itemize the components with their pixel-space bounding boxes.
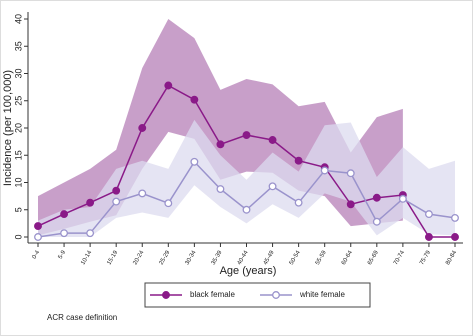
x-axis-title: Age (years) [220,265,277,277]
point [60,210,69,219]
point [86,229,95,238]
point [190,95,199,104]
point [34,233,42,241]
point [294,156,303,165]
note: ACR case definition [47,313,117,322]
point [112,186,121,195]
point [242,205,251,214]
y-tick-label: 25 [13,96,23,106]
point [320,166,329,175]
y-tick-label: 30 [13,68,23,78]
y-tick-label: 0 [13,234,23,239]
point [216,140,225,149]
point [34,222,42,231]
bands [38,19,455,237]
x-tick-label: 5-9 [58,249,68,260]
y-tick-label: 35 [13,41,23,51]
point [372,217,381,226]
point [451,213,459,222]
point [242,131,251,140]
ci-band [38,119,455,237]
point [86,198,95,207]
y-tick-label: 10 [13,177,23,187]
point [346,169,355,178]
legend-label: black female [190,290,235,299]
y-tick-label: 5 [13,207,23,212]
y-tick-label: 40 [13,14,23,24]
point [164,81,173,90]
point [346,200,355,209]
point [268,136,277,144]
y-axis-title: Incidence (per 100,000) [2,70,14,186]
point [138,124,147,132]
y-tick-label: 15 [13,150,23,160]
lines [34,81,459,241]
legend-items: black female white female [150,290,345,299]
point [451,233,459,241]
y-tick-label: 20 [13,123,23,133]
point [138,189,147,198]
point [216,185,225,193]
point [60,229,69,238]
legend-marker [272,291,280,299]
point [268,182,277,191]
point [190,157,199,166]
legend-label: white female [299,290,345,299]
point [112,197,121,206]
point [294,198,303,207]
point [424,233,433,241]
point [424,210,433,219]
point [164,199,173,208]
x-tick-label: 0-4 [32,249,42,260]
point [398,194,407,203]
point [372,193,381,202]
legend-marker [162,291,170,299]
legend [144,282,371,308]
